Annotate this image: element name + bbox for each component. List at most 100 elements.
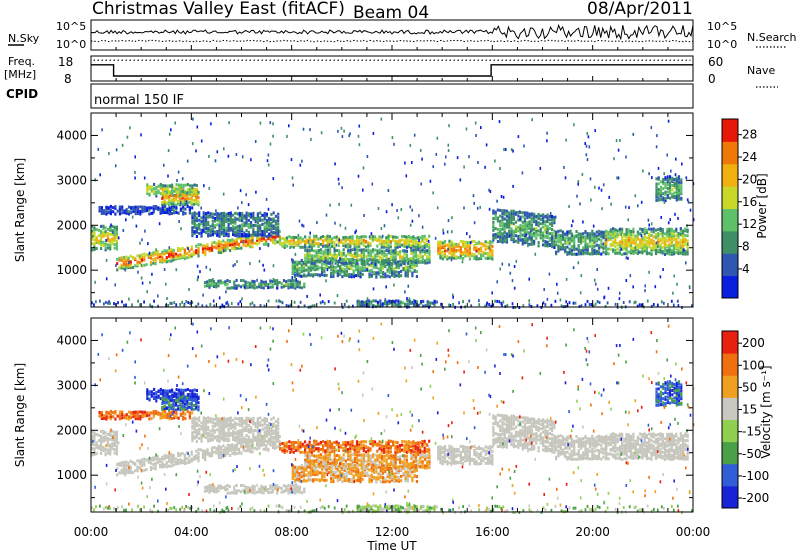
power-cell: [231, 286, 234, 290]
power-cell: [618, 243, 621, 247]
power-cell: [625, 242, 628, 246]
velocity-cell: [102, 429, 105, 433]
power-cell: [544, 226, 547, 230]
power-cell: [132, 207, 135, 211]
power-cell: [542, 301, 545, 305]
power-cell: [268, 234, 271, 238]
power-cell: [421, 257, 424, 261]
power-cell: [602, 236, 605, 240]
power-cell: [226, 241, 229, 245]
power-cell: [379, 275, 382, 279]
velocity-cell: [301, 442, 304, 446]
power-cell: [209, 212, 212, 216]
power-cell: [210, 248, 214, 252]
power-cell: [213, 212, 217, 216]
power-cell: [236, 234, 239, 238]
power-cell: [394, 248, 397, 252]
power-cell: [623, 252, 626, 256]
power-cell: [189, 187, 192, 191]
power-cell: [432, 165, 434, 169]
power-cell: [306, 294, 308, 298]
velocity-cell: [136, 468, 139, 471]
power-cell: [627, 235, 630, 239]
power-cell: [410, 249, 413, 252]
power-cell: [287, 282, 290, 286]
power-cell: [397, 299, 400, 303]
power-cell: [265, 242, 268, 246]
power-cell: [614, 245, 617, 248]
velocity-cell: [170, 407, 173, 411]
power-cell: [103, 209, 106, 213]
power-cell: [220, 214, 223, 218]
power-cell: [210, 279, 213, 282]
power-cell: [322, 235, 325, 238]
velocity-cell: [310, 450, 313, 454]
power-cell: [238, 224, 241, 228]
power-cell: [663, 240, 667, 244]
power-cell: [298, 266, 301, 270]
velocity-cell: [183, 459, 186, 463]
power-cell: [357, 299, 360, 303]
power-cell: [557, 233, 560, 237]
power-cell: [463, 206, 465, 210]
power-cell: [245, 221, 248, 225]
velocity-cell: [125, 467, 128, 471]
power-cell: [241, 212, 244, 215]
power-cell: [260, 282, 263, 286]
power-cell: [542, 216, 545, 220]
power-cell: [671, 176, 674, 180]
power-cell: [593, 244, 596, 248]
power-cell: [229, 228, 232, 232]
velocity-cell: [165, 465, 168, 469]
power-cell: [630, 229, 633, 233]
power-cell: [686, 246, 689, 250]
power-cell: [198, 225, 201, 229]
power-cell: [568, 250, 571, 254]
power-cell: [551, 235, 554, 239]
velocity-cell: [136, 459, 139, 463]
power-cell: [300, 265, 303, 268]
power-cell: [664, 197, 667, 201]
power-cell: [413, 263, 416, 266]
power-cell: [250, 233, 253, 237]
power-cell: [174, 252, 177, 256]
power-cell: [523, 226, 527, 230]
power-cell: [165, 282, 167, 286]
power-cell: [340, 239, 343, 243]
power-cell: [163, 193, 166, 196]
velocity-cell: [235, 443, 238, 446]
power-cell: [351, 238, 354, 242]
power-cell: [179, 197, 182, 201]
power-cell: [563, 165, 565, 169]
velocity-cell: [161, 457, 164, 461]
power-cell: [293, 275, 297, 279]
power-cell: [666, 244, 669, 248]
power-cell: [256, 232, 259, 236]
power-cell: [395, 274, 398, 278]
power-cell: [618, 252, 621, 256]
power-cell: [401, 234, 404, 238]
power-cell: [668, 238, 671, 242]
power-cell: [183, 250, 186, 254]
power-cell: [291, 285, 293, 289]
power-cell: [659, 198, 663, 202]
power-cell: [107, 206, 110, 210]
power-cell: [174, 196, 177, 200]
velocity-cell: [210, 453, 214, 457]
power-cell: [222, 192, 225, 196]
power-cell: [676, 282, 678, 286]
power-cell: [211, 212, 214, 216]
power-cell: [385, 258, 388, 262]
velocity-cell: [177, 461, 180, 465]
power-cell: [168, 210, 171, 214]
power-cell: [218, 226, 221, 230]
power-cell: [448, 246, 451, 250]
power-cell: [229, 216, 232, 220]
power-cell: [501, 215, 504, 219]
power-cell: [307, 266, 310, 270]
power-cell: [403, 252, 406, 256]
power-cell: [252, 214, 255, 218]
power-cell: [188, 253, 191, 257]
power-cell: [675, 251, 678, 255]
